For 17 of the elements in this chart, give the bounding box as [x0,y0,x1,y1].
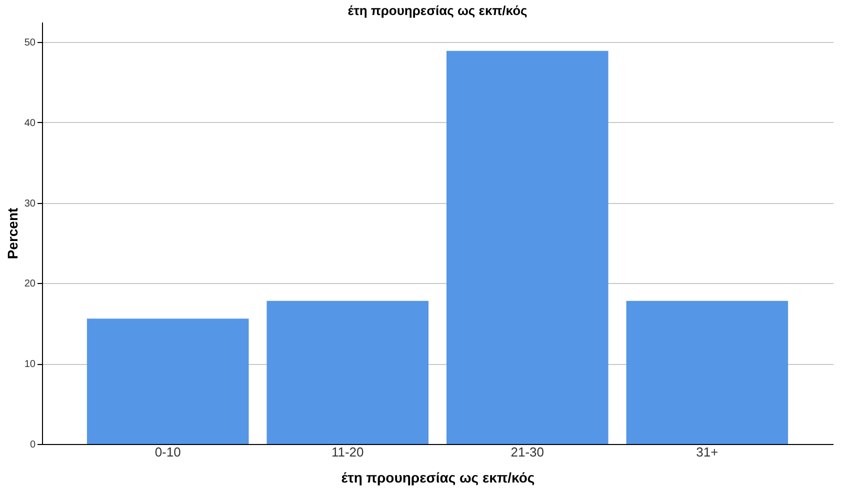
y-axis-title: Percent [4,207,20,260]
y-tick-label: 10 [24,359,36,370]
bar [266,300,429,444]
bar [626,300,788,444]
x-tick-label: 21-30 [510,444,544,460]
x-tick-label: 11-20 [331,444,364,460]
x-tick-label: 0-10 [154,444,181,460]
y-tick-label: 20 [24,278,36,290]
y-tick-label: 50 [24,38,36,49]
chart-title: έτη προυηρεσίας ως εκπ/κός [348,3,528,18]
y-tick-label: 30 [24,198,36,210]
x-tick-label: 31+ [696,444,718,460]
y-tick-label: 40 [24,118,36,129]
bar [86,318,249,444]
y-tick-label: 0 [30,440,36,450]
x-axis-title: έτη προυηρεσίας ως εκπ/κός [341,470,535,486]
bar [446,50,608,444]
